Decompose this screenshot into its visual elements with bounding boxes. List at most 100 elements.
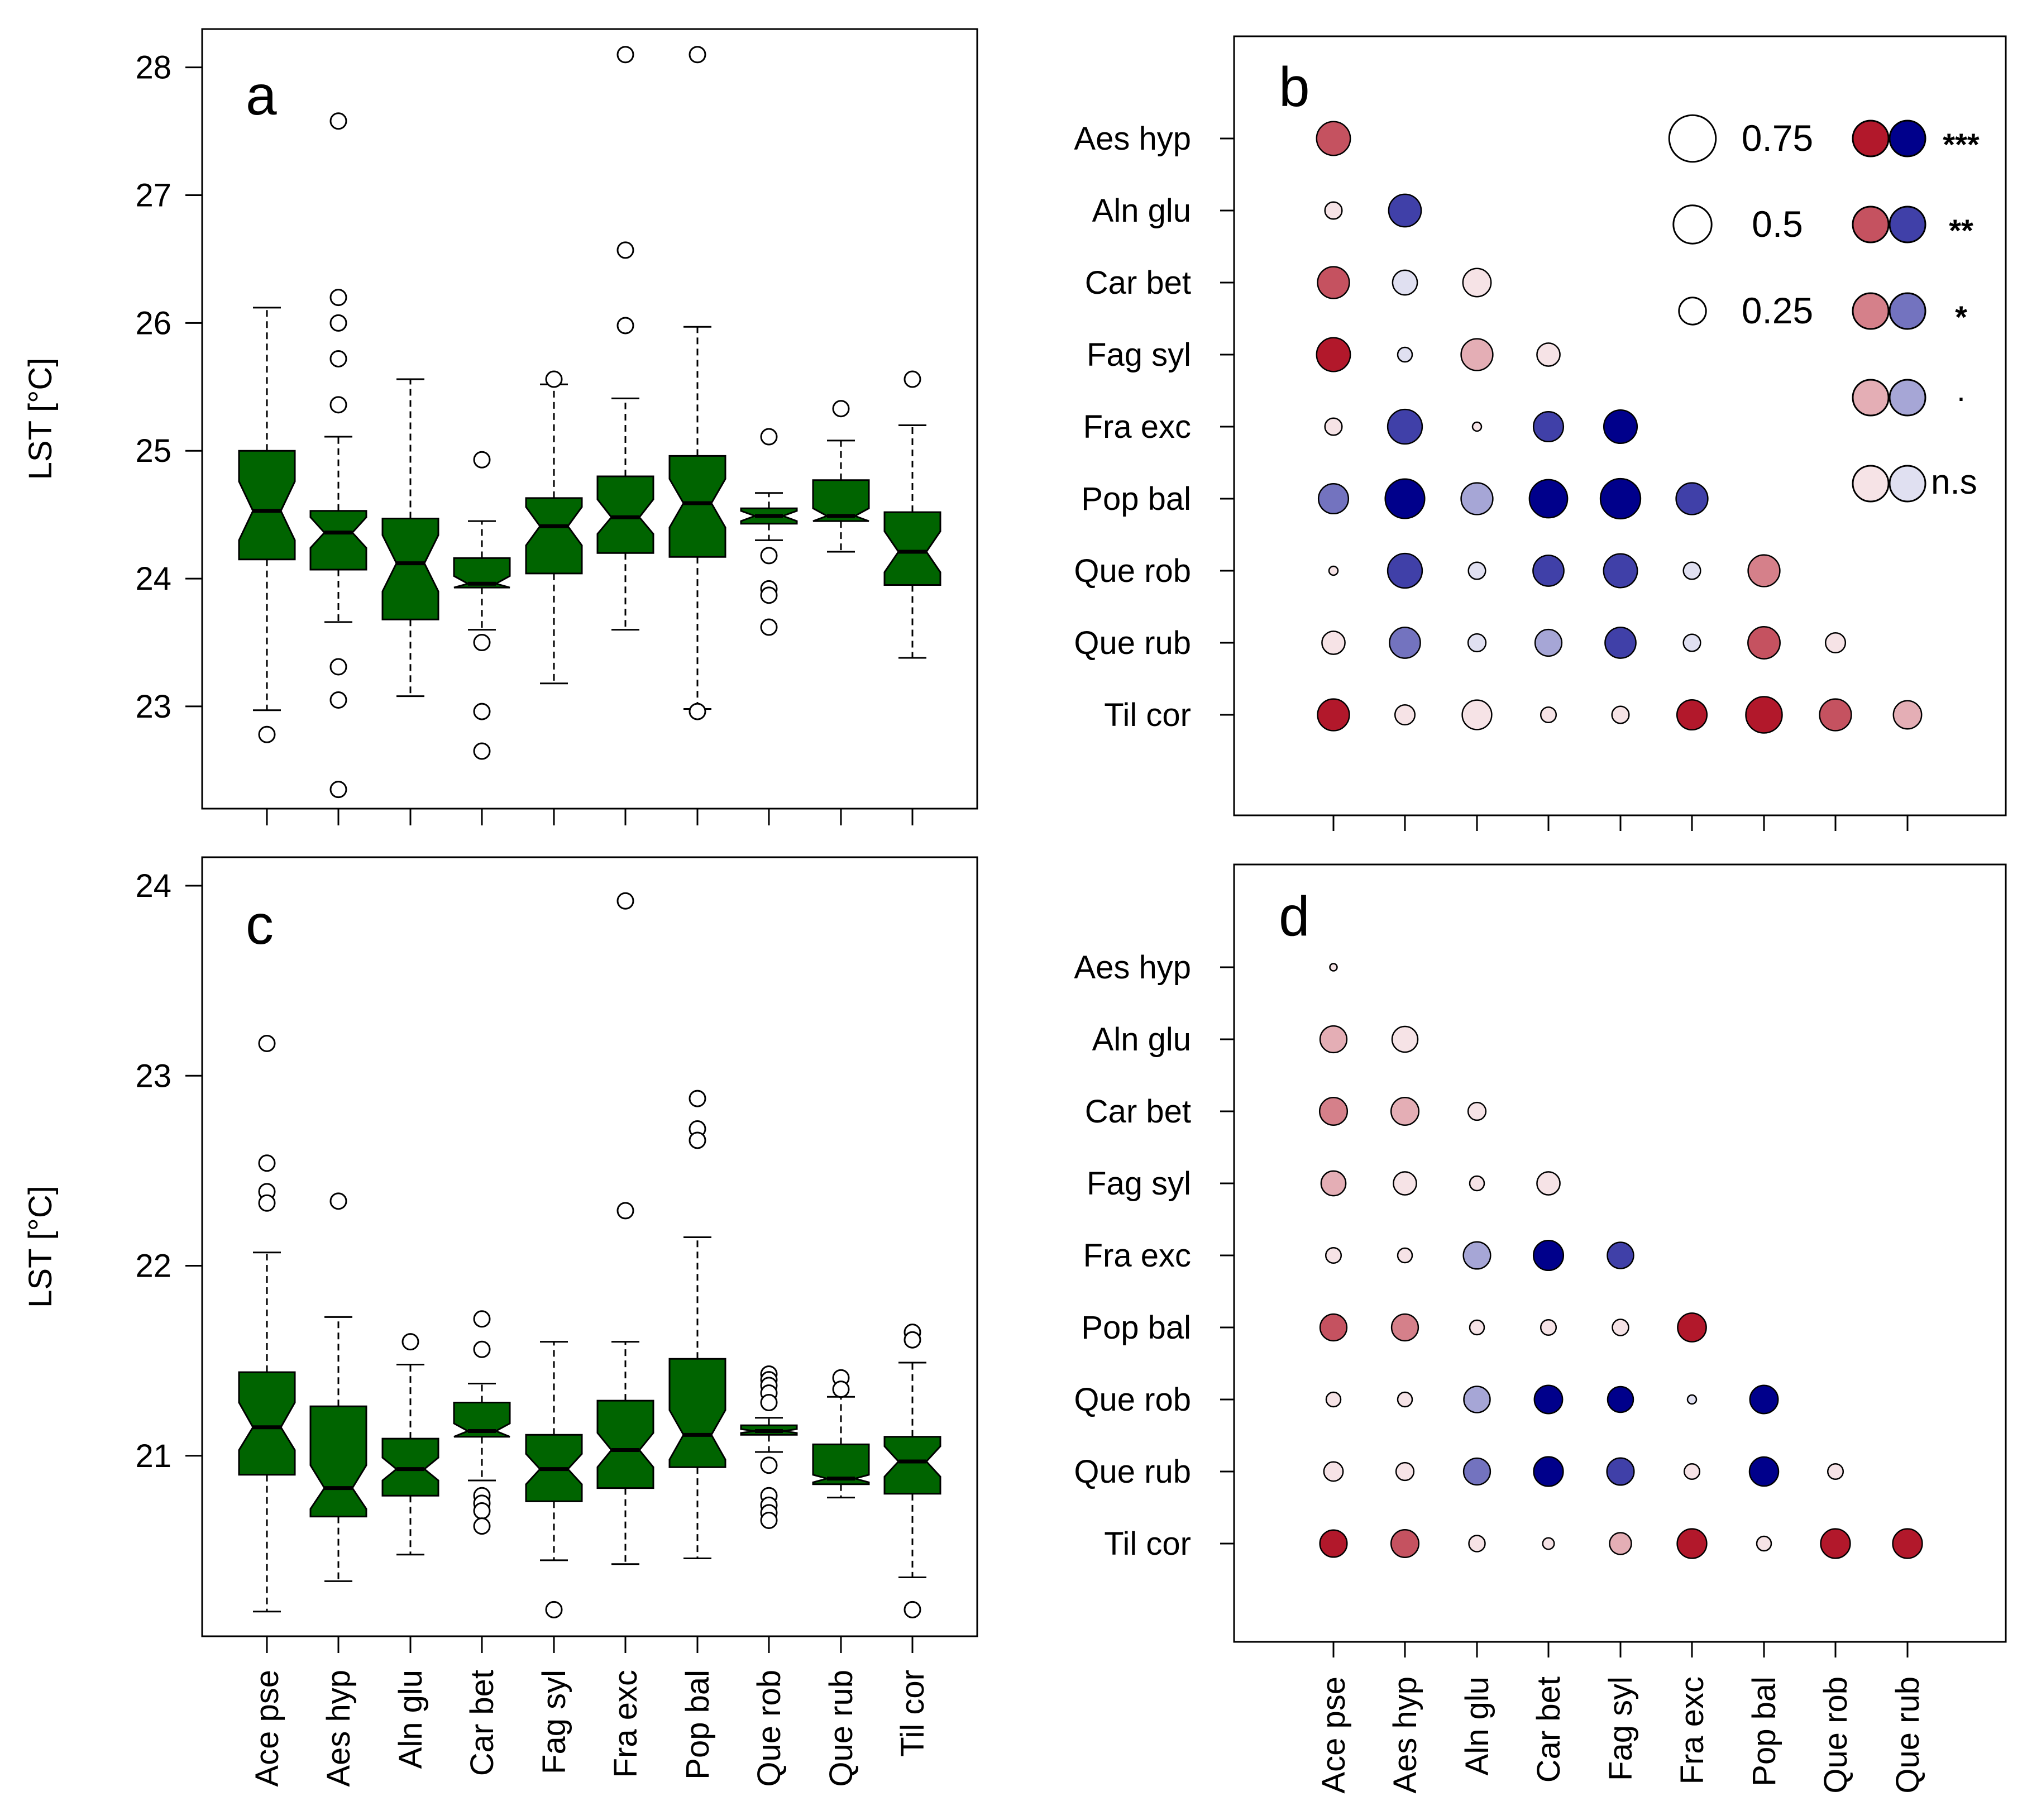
- correlation-dot: [1319, 1025, 1348, 1054]
- correlation-dot: [1675, 482, 1709, 515]
- box-body: [238, 450, 296, 561]
- correlation-dot: [1325, 1391, 1342, 1408]
- correlation-dot: [1820, 1528, 1851, 1559]
- box-til-cor: [883, 370, 941, 659]
- y-axis-label: LST [°C]: [22, 1186, 59, 1308]
- panel-letter-b: b: [1279, 56, 1310, 118]
- correlation-dot: [1471, 421, 1483, 432]
- correlation-dot: [1603, 553, 1638, 589]
- box-body: [238, 1371, 296, 1476]
- col-label: Ace pse: [1316, 1676, 1352, 1794]
- correlation-dot: [1329, 963, 1338, 972]
- correlation-dot: [1324, 201, 1343, 220]
- box-til-cor: [883, 1324, 941, 1618]
- correlation-dot: [1317, 698, 1350, 732]
- correlation-dot: [1532, 1239, 1565, 1272]
- outlier-point: [760, 586, 778, 604]
- box-fag-syl: [525, 1341, 583, 1618]
- legend-negative-circle: [1889, 379, 1926, 417]
- box-body: [883, 1436, 941, 1495]
- box-aln-glu: [381, 1333, 439, 1556]
- box-aes-hyp: [309, 1192, 367, 1582]
- row-label: Car bet: [1085, 1093, 1191, 1130]
- correlation-dot: [1393, 1171, 1417, 1196]
- correlation-dot: [1827, 1463, 1844, 1480]
- correlation-dot: [1462, 1457, 1491, 1486]
- correlation-dot: [1676, 1528, 1708, 1559]
- outlier-point: [616, 317, 634, 335]
- legend-significance-label: n.s: [1931, 463, 1977, 501]
- outlier-point: [760, 547, 778, 565]
- correlation-dot: [1682, 561, 1701, 580]
- y-tick-label: 27: [135, 178, 171, 214]
- outlier-point: [760, 428, 778, 446]
- correlation-dot: [1532, 555, 1565, 587]
- correlation-dot: [1397, 1391, 1413, 1408]
- x-tick-label: Pop bal: [680, 1670, 716, 1780]
- outlier-point: [329, 691, 347, 709]
- correlation-dot: [1469, 1175, 1485, 1192]
- panel-letter-d: d: [1279, 885, 1310, 948]
- correlation-dot: [1389, 627, 1421, 659]
- legend-positive-circle: [1852, 120, 1890, 157]
- correlation-dot: [1683, 1463, 1701, 1480]
- row-label: Fag syl: [1087, 1165, 1191, 1202]
- correlation-dot: [1384, 478, 1426, 519]
- row-label: Aln glu: [1092, 1021, 1191, 1058]
- correlation-dot: [1460, 482, 1494, 515]
- outlier-point: [258, 1034, 276, 1052]
- correlation-dot: [1532, 410, 1565, 443]
- legend-significance-label: *: [1955, 299, 1967, 335]
- correlation-dot: [1387, 552, 1423, 589]
- correlation-dot: [1533, 1456, 1564, 1487]
- row-label: Fra exc: [1083, 409, 1191, 445]
- legend-positive-circle: [1852, 379, 1890, 417]
- box-body: [309, 510, 367, 571]
- y-tick-label: 25: [135, 433, 171, 469]
- legend-size-circle: [1668, 114, 1717, 163]
- outlier-point: [903, 1601, 921, 1618]
- box-body: [453, 1402, 511, 1438]
- legend: 0.750.50.25******·n.s: [1668, 114, 1980, 503]
- outlier-point: [329, 396, 347, 414]
- correlation-dot: [1677, 1312, 1707, 1343]
- outlier-point: [473, 1340, 491, 1358]
- outlier-point: [545, 1601, 563, 1618]
- box-aes-hyp: [309, 112, 367, 799]
- box-body: [525, 497, 583, 575]
- y-tick-label: 28: [135, 50, 171, 86]
- box-body: [596, 475, 654, 554]
- boxplot-panel-a: a 23 24 25 26 27 28 LST [°C]: [22, 28, 978, 825]
- box-pop-bal: [668, 46, 726, 720]
- row-label: Aln glu: [1092, 193, 1191, 229]
- outlier-point: [760, 618, 778, 636]
- correlation-dot: [1318, 1096, 1349, 1126]
- outlier-point: [329, 781, 347, 799]
- col-label: Car bet: [1531, 1676, 1567, 1783]
- correlation-dot: [1328, 565, 1339, 576]
- box-body: [812, 1443, 870, 1485]
- correlation-dot: [1394, 704, 1416, 726]
- y-tick-label: 22: [135, 1248, 171, 1284]
- correlation-dot: [1748, 1456, 1780, 1487]
- plot-frame: [201, 28, 978, 810]
- correlation-dot: [1387, 408, 1423, 445]
- correlation-dot: [1892, 700, 1923, 730]
- col-label: Aln glu: [1459, 1676, 1495, 1775]
- plot-frame: [201, 856, 978, 1637]
- x-tick-label: Til cor: [895, 1670, 931, 1757]
- correlation-dot: [1682, 633, 1701, 652]
- correlation-dot: [1467, 1101, 1487, 1121]
- correlation-dot: [1536, 342, 1561, 367]
- correlation-dot: [1756, 1535, 1772, 1552]
- correlation-dot: [1462, 267, 1492, 298]
- correlation-dot: [1607, 1241, 1634, 1269]
- outlier-point: [473, 451, 491, 469]
- correlation-dot: [1319, 1529, 1348, 1558]
- outlier-point: [760, 1511, 778, 1529]
- box-fra-exc: [596, 892, 654, 1565]
- outlier-point: [832, 1380, 850, 1398]
- row-label: Que rob: [1074, 553, 1191, 589]
- row-label: Aes hyp: [1074, 949, 1191, 986]
